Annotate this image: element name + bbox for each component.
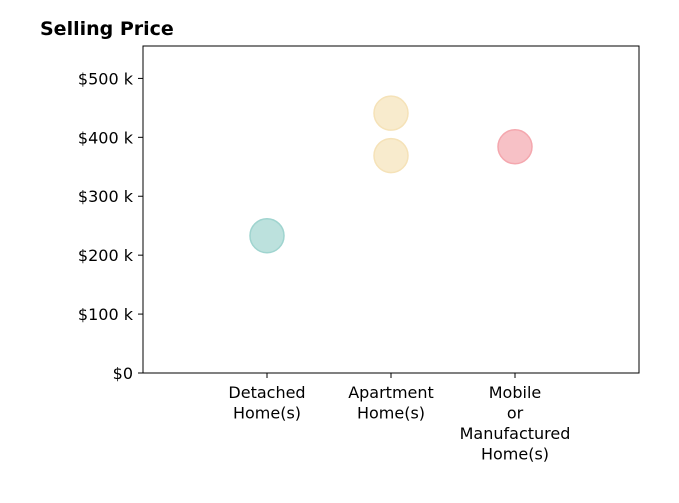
x-tick-label: Apartment Home(s) xyxy=(348,383,434,423)
x-tick-label-line: Home(s) xyxy=(233,404,301,423)
scatter-point xyxy=(249,217,285,254)
y-tick-label: $400 k xyxy=(78,128,134,147)
y-tick-label: $500 k xyxy=(78,69,134,88)
y-axis: $0 $100 k $200 k $300 k $400 k $500 k xyxy=(78,69,143,383)
plot-marks xyxy=(249,95,533,254)
x-tick-label: Detached Home(s) xyxy=(228,383,305,423)
scatter-point xyxy=(373,95,409,131)
x-tick-label-line: Detached xyxy=(228,383,305,402)
x-tick-label-line: Manufactured xyxy=(460,424,571,443)
y-tick-label: $100 k xyxy=(78,305,134,324)
scatter-point xyxy=(373,137,409,174)
y-tick-label: $0 xyxy=(113,364,133,383)
y-tick-label: $300 k xyxy=(78,187,134,206)
scatter-point xyxy=(497,129,533,165)
y-tick-label: $200 k xyxy=(78,246,134,265)
chart-title: Selling Price xyxy=(40,18,174,40)
x-axis: Detached Home(s) Apartment Home(s) Mobile or M… xyxy=(228,373,570,464)
plot-frame xyxy=(142,45,640,374)
x-tick-label: Mobile or Manufactured Home(s) xyxy=(460,383,571,464)
x-tick-label-line: Mobile xyxy=(489,383,541,402)
x-tick-label-line: Apartment xyxy=(348,383,434,402)
x-tick-label-line: Home(s) xyxy=(357,404,425,423)
x-tick-label-line: Home(s) xyxy=(481,445,549,464)
x-tick-label-line: or xyxy=(507,404,524,423)
